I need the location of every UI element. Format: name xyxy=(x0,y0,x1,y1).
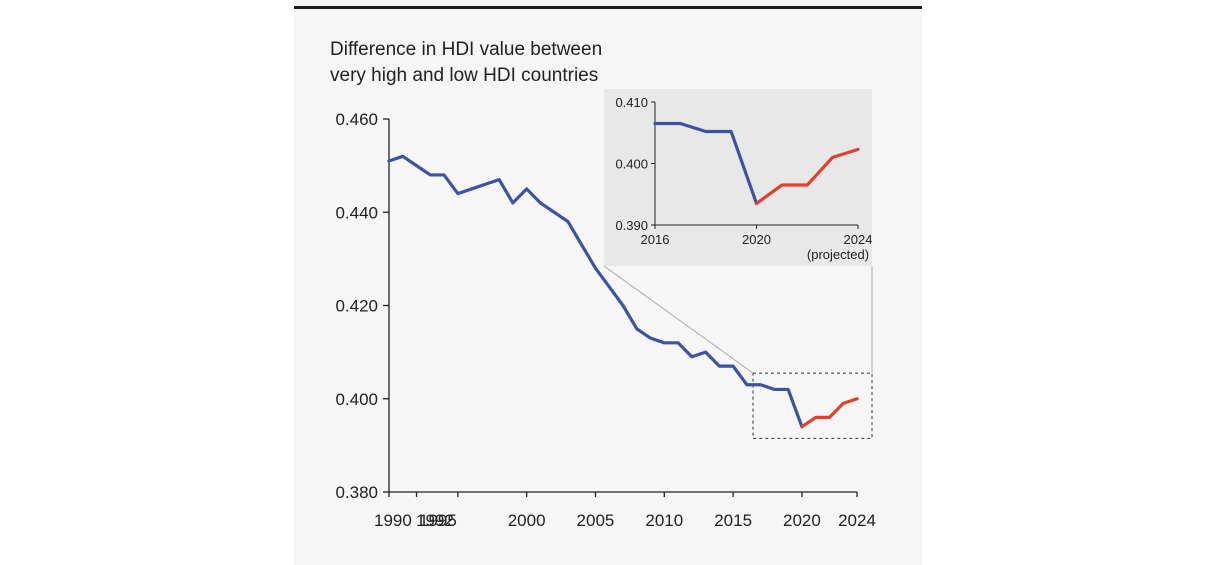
chart-title: Difference in HDI value between very hig… xyxy=(330,37,602,89)
inset-x-tick-label: 2024 xyxy=(844,232,873,247)
series-line-projected xyxy=(800,397,859,429)
zoom-region-box xyxy=(752,372,873,439)
inset-y-tick-label: 0.390 xyxy=(615,218,648,233)
inset-background xyxy=(604,89,872,266)
inset-x-tick-label: 2016 xyxy=(641,232,670,247)
x-tick-label: 1990 xyxy=(374,511,412,530)
y-tick-label: 0.460 xyxy=(335,110,378,129)
zoom-connector-left xyxy=(603,265,754,374)
x-tick-label: 2010 xyxy=(645,511,683,530)
series-line-observed xyxy=(387,154,804,429)
x-tick-label: 1992 xyxy=(416,511,454,530)
inset-y-tick-label: 0.400 xyxy=(615,157,648,172)
inset-x-tick-label: 2020 xyxy=(742,232,771,247)
x-tick-label: 2020 xyxy=(783,511,821,530)
inset-series-line-observed xyxy=(653,121,759,206)
x-tick-label: 2005 xyxy=(577,511,615,530)
inset-series-line-projected xyxy=(754,147,860,206)
x-tick-label: 2024 xyxy=(838,511,876,530)
y-tick-label: 0.380 xyxy=(335,483,378,502)
x-tick-label: 1995 xyxy=(419,511,457,530)
x-tick-label: 2000 xyxy=(508,511,546,530)
inset-y-tick-label: 0.410 xyxy=(615,95,648,110)
inset-projected-note: (projected) xyxy=(807,247,869,262)
chart-title-line-1: Difference in HDI value between xyxy=(330,39,603,60)
y-tick-label: 0.400 xyxy=(335,390,378,409)
top-rule xyxy=(294,6,922,9)
y-tick-label: 0.440 xyxy=(335,203,378,222)
chart-title-line-2: very high and low HDI countries xyxy=(330,65,599,86)
x-tick-label: 2015 xyxy=(714,511,752,530)
y-tick-label: 0.420 xyxy=(335,297,378,316)
